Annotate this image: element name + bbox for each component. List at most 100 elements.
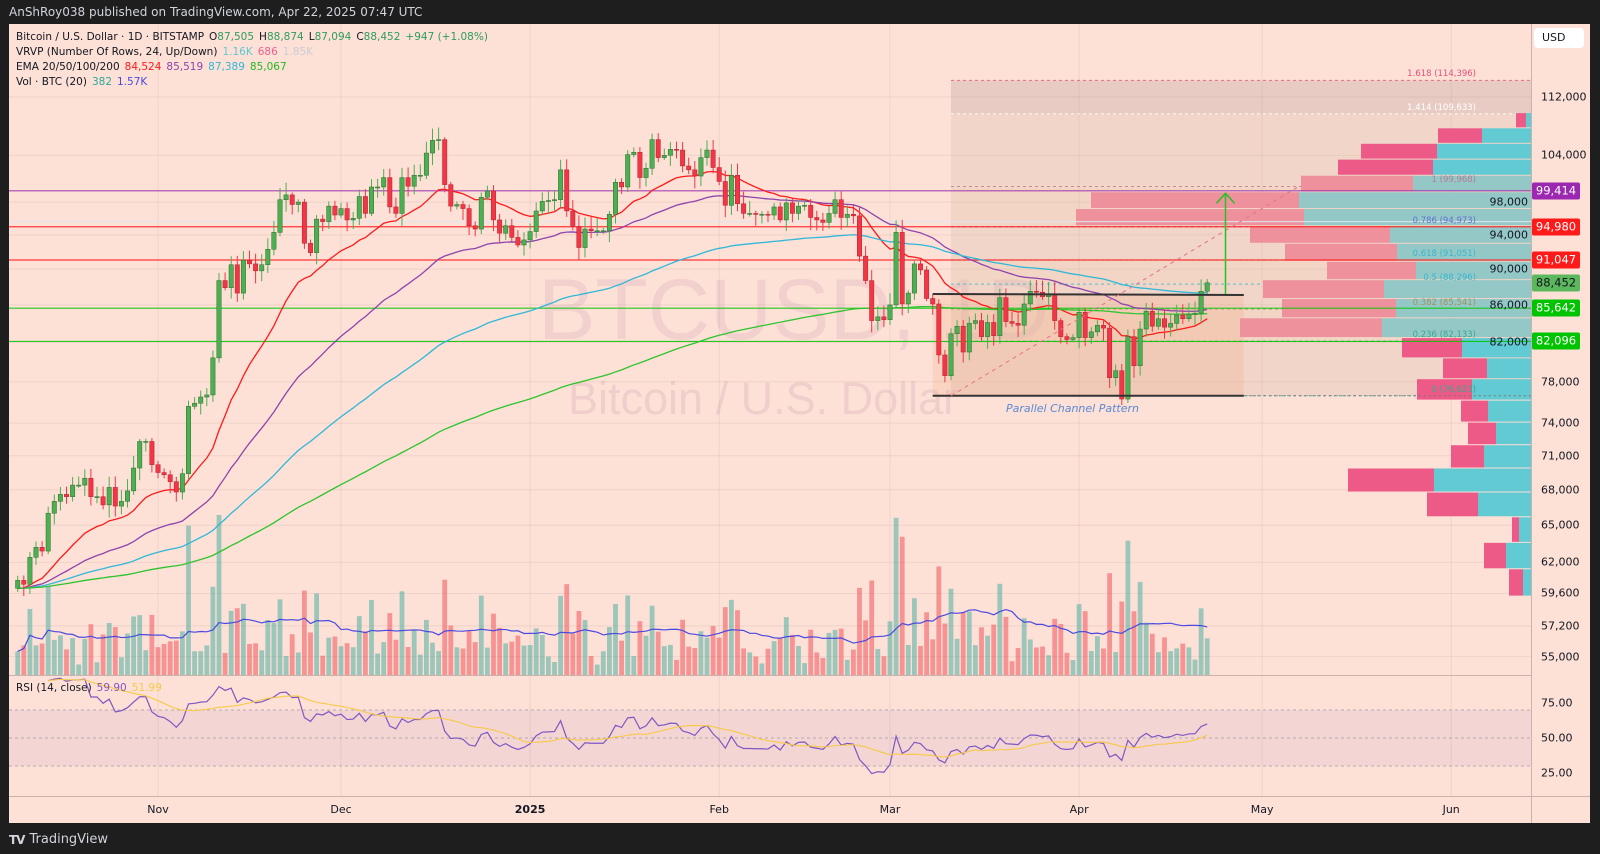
candle-body[interactable] xyxy=(192,402,198,407)
candle-body[interactable] xyxy=(369,186,374,214)
currency-button[interactable]: USD xyxy=(1534,28,1584,48)
candle-body[interactable] xyxy=(1155,318,1161,327)
candle-body[interactable] xyxy=(753,213,759,215)
candle-body[interactable] xyxy=(442,139,448,185)
candle-body[interactable] xyxy=(515,237,521,246)
candle-body[interactable] xyxy=(167,474,173,482)
candle-body[interactable] xyxy=(637,152,643,178)
legend-rsi-row[interactable]: RSI (14, close) 59.90 51.99 xyxy=(16,681,167,695)
candle-body[interactable] xyxy=(1192,312,1198,315)
candle-body[interactable] xyxy=(661,155,667,158)
candle-body[interactable] xyxy=(802,205,808,207)
candle-body[interactable] xyxy=(1168,323,1174,328)
candle-body[interactable] xyxy=(808,205,814,218)
candle-body[interactable] xyxy=(393,206,399,214)
candle-body[interactable] xyxy=(716,167,722,182)
candle-body[interactable] xyxy=(247,260,252,265)
candle-body[interactable] xyxy=(265,248,271,265)
candle-body[interactable] xyxy=(887,304,893,320)
tradingview-brand[interactable]: TV TradingView xyxy=(9,832,108,847)
candle-body[interactable] xyxy=(582,228,588,248)
candle-body[interactable] xyxy=(893,232,899,306)
candle-body[interactable] xyxy=(1015,323,1021,326)
candle-body[interactable] xyxy=(814,217,820,221)
candle-body[interactable] xyxy=(905,292,911,305)
candle-body[interactable] xyxy=(472,225,478,230)
candle-body[interactable] xyxy=(137,441,143,469)
candle-body[interactable] xyxy=(283,194,289,200)
candle-body[interactable] xyxy=(362,196,368,214)
candle-body[interactable] xyxy=(70,484,76,497)
candle-body[interactable] xyxy=(88,477,94,497)
candle-body[interactable] xyxy=(125,490,130,502)
candle-body[interactable] xyxy=(27,557,33,585)
legend-vrvp-row[interactable]: VRVP (Number Of Rows, 24, Up/Down) 1.16K 6… xyxy=(16,45,318,59)
candle-body[interactable] xyxy=(51,501,57,514)
candle-body[interactable] xyxy=(1088,331,1094,338)
rsi-pane[interactable] xyxy=(9,677,1531,775)
candle-body[interactable] xyxy=(57,494,63,502)
candle-body[interactable] xyxy=(436,139,442,141)
candle-body[interactable] xyxy=(692,169,698,177)
candle-body[interactable] xyxy=(545,200,551,202)
candle-body[interactable] xyxy=(21,580,27,585)
candle-body[interactable] xyxy=(911,263,917,294)
fib-trend-line[interactable] xyxy=(950,186,1299,397)
candle-body[interactable] xyxy=(478,197,484,230)
candle-body[interactable] xyxy=(491,190,496,221)
candle-body[interactable] xyxy=(765,213,771,216)
candle-body[interactable] xyxy=(399,177,405,214)
candle-body[interactable] xyxy=(1094,325,1100,333)
candle-body[interactable] xyxy=(747,213,753,215)
candle-body[interactable] xyxy=(735,174,740,204)
candle-body[interactable] xyxy=(100,496,106,506)
candle-body[interactable] xyxy=(240,260,246,294)
candle-body[interactable] xyxy=(875,316,881,321)
candle-body[interactable] xyxy=(728,174,734,206)
candle-body[interactable] xyxy=(301,201,307,244)
candle-body[interactable] xyxy=(936,303,942,356)
candle-body[interactable] xyxy=(1101,325,1106,329)
candle-body[interactable] xyxy=(558,169,564,200)
candle-body[interactable] xyxy=(45,512,51,552)
candle-body[interactable] xyxy=(942,354,948,376)
candle-body[interactable] xyxy=(899,232,905,305)
candle-body[interactable] xyxy=(997,297,1003,336)
candle-body[interactable] xyxy=(1119,370,1125,400)
candle-body[interactable] xyxy=(204,394,210,398)
candle-body[interactable] xyxy=(1113,370,1119,378)
candle-body[interactable] xyxy=(710,149,716,168)
candle-body[interactable] xyxy=(118,501,124,507)
candle-body[interactable] xyxy=(741,203,747,214)
candle-body[interactable] xyxy=(460,204,466,209)
candle-body[interactable] xyxy=(979,320,984,337)
candle-body[interactable] xyxy=(186,406,191,474)
candle-body[interactable] xyxy=(112,487,118,507)
candle-body[interactable] xyxy=(564,169,570,212)
candle-body[interactable] xyxy=(64,494,69,497)
candle-body[interactable] xyxy=(106,487,112,506)
candle-body[interactable] xyxy=(857,215,862,257)
candle-body[interactable] xyxy=(570,210,576,227)
candle-body[interactable] xyxy=(82,477,88,486)
candle-body[interactable] xyxy=(430,140,435,154)
candle-body[interactable] xyxy=(625,154,631,188)
candle-body[interactable] xyxy=(448,184,454,207)
candle-body[interactable] xyxy=(1125,336,1131,400)
candle-body[interactable] xyxy=(289,194,295,205)
candle-body[interactable] xyxy=(350,218,356,221)
candle-body[interactable] xyxy=(832,199,838,214)
main-pane[interactable] xyxy=(9,79,1531,675)
candle-body[interactable] xyxy=(820,219,826,223)
candle-body[interactable] xyxy=(613,182,618,215)
candle-body[interactable] xyxy=(619,182,625,188)
candle-body[interactable] xyxy=(411,174,417,187)
candle-body[interactable] xyxy=(698,157,704,177)
candle-body[interactable] xyxy=(838,199,844,218)
candle-body[interactable] xyxy=(1064,336,1070,340)
candle-body[interactable] xyxy=(295,201,301,205)
candle-body[interactable] xyxy=(1003,297,1009,322)
candle-body[interactable] xyxy=(1033,291,1039,293)
candle-body[interactable] xyxy=(326,205,332,222)
candle-body[interactable] xyxy=(1137,328,1143,366)
